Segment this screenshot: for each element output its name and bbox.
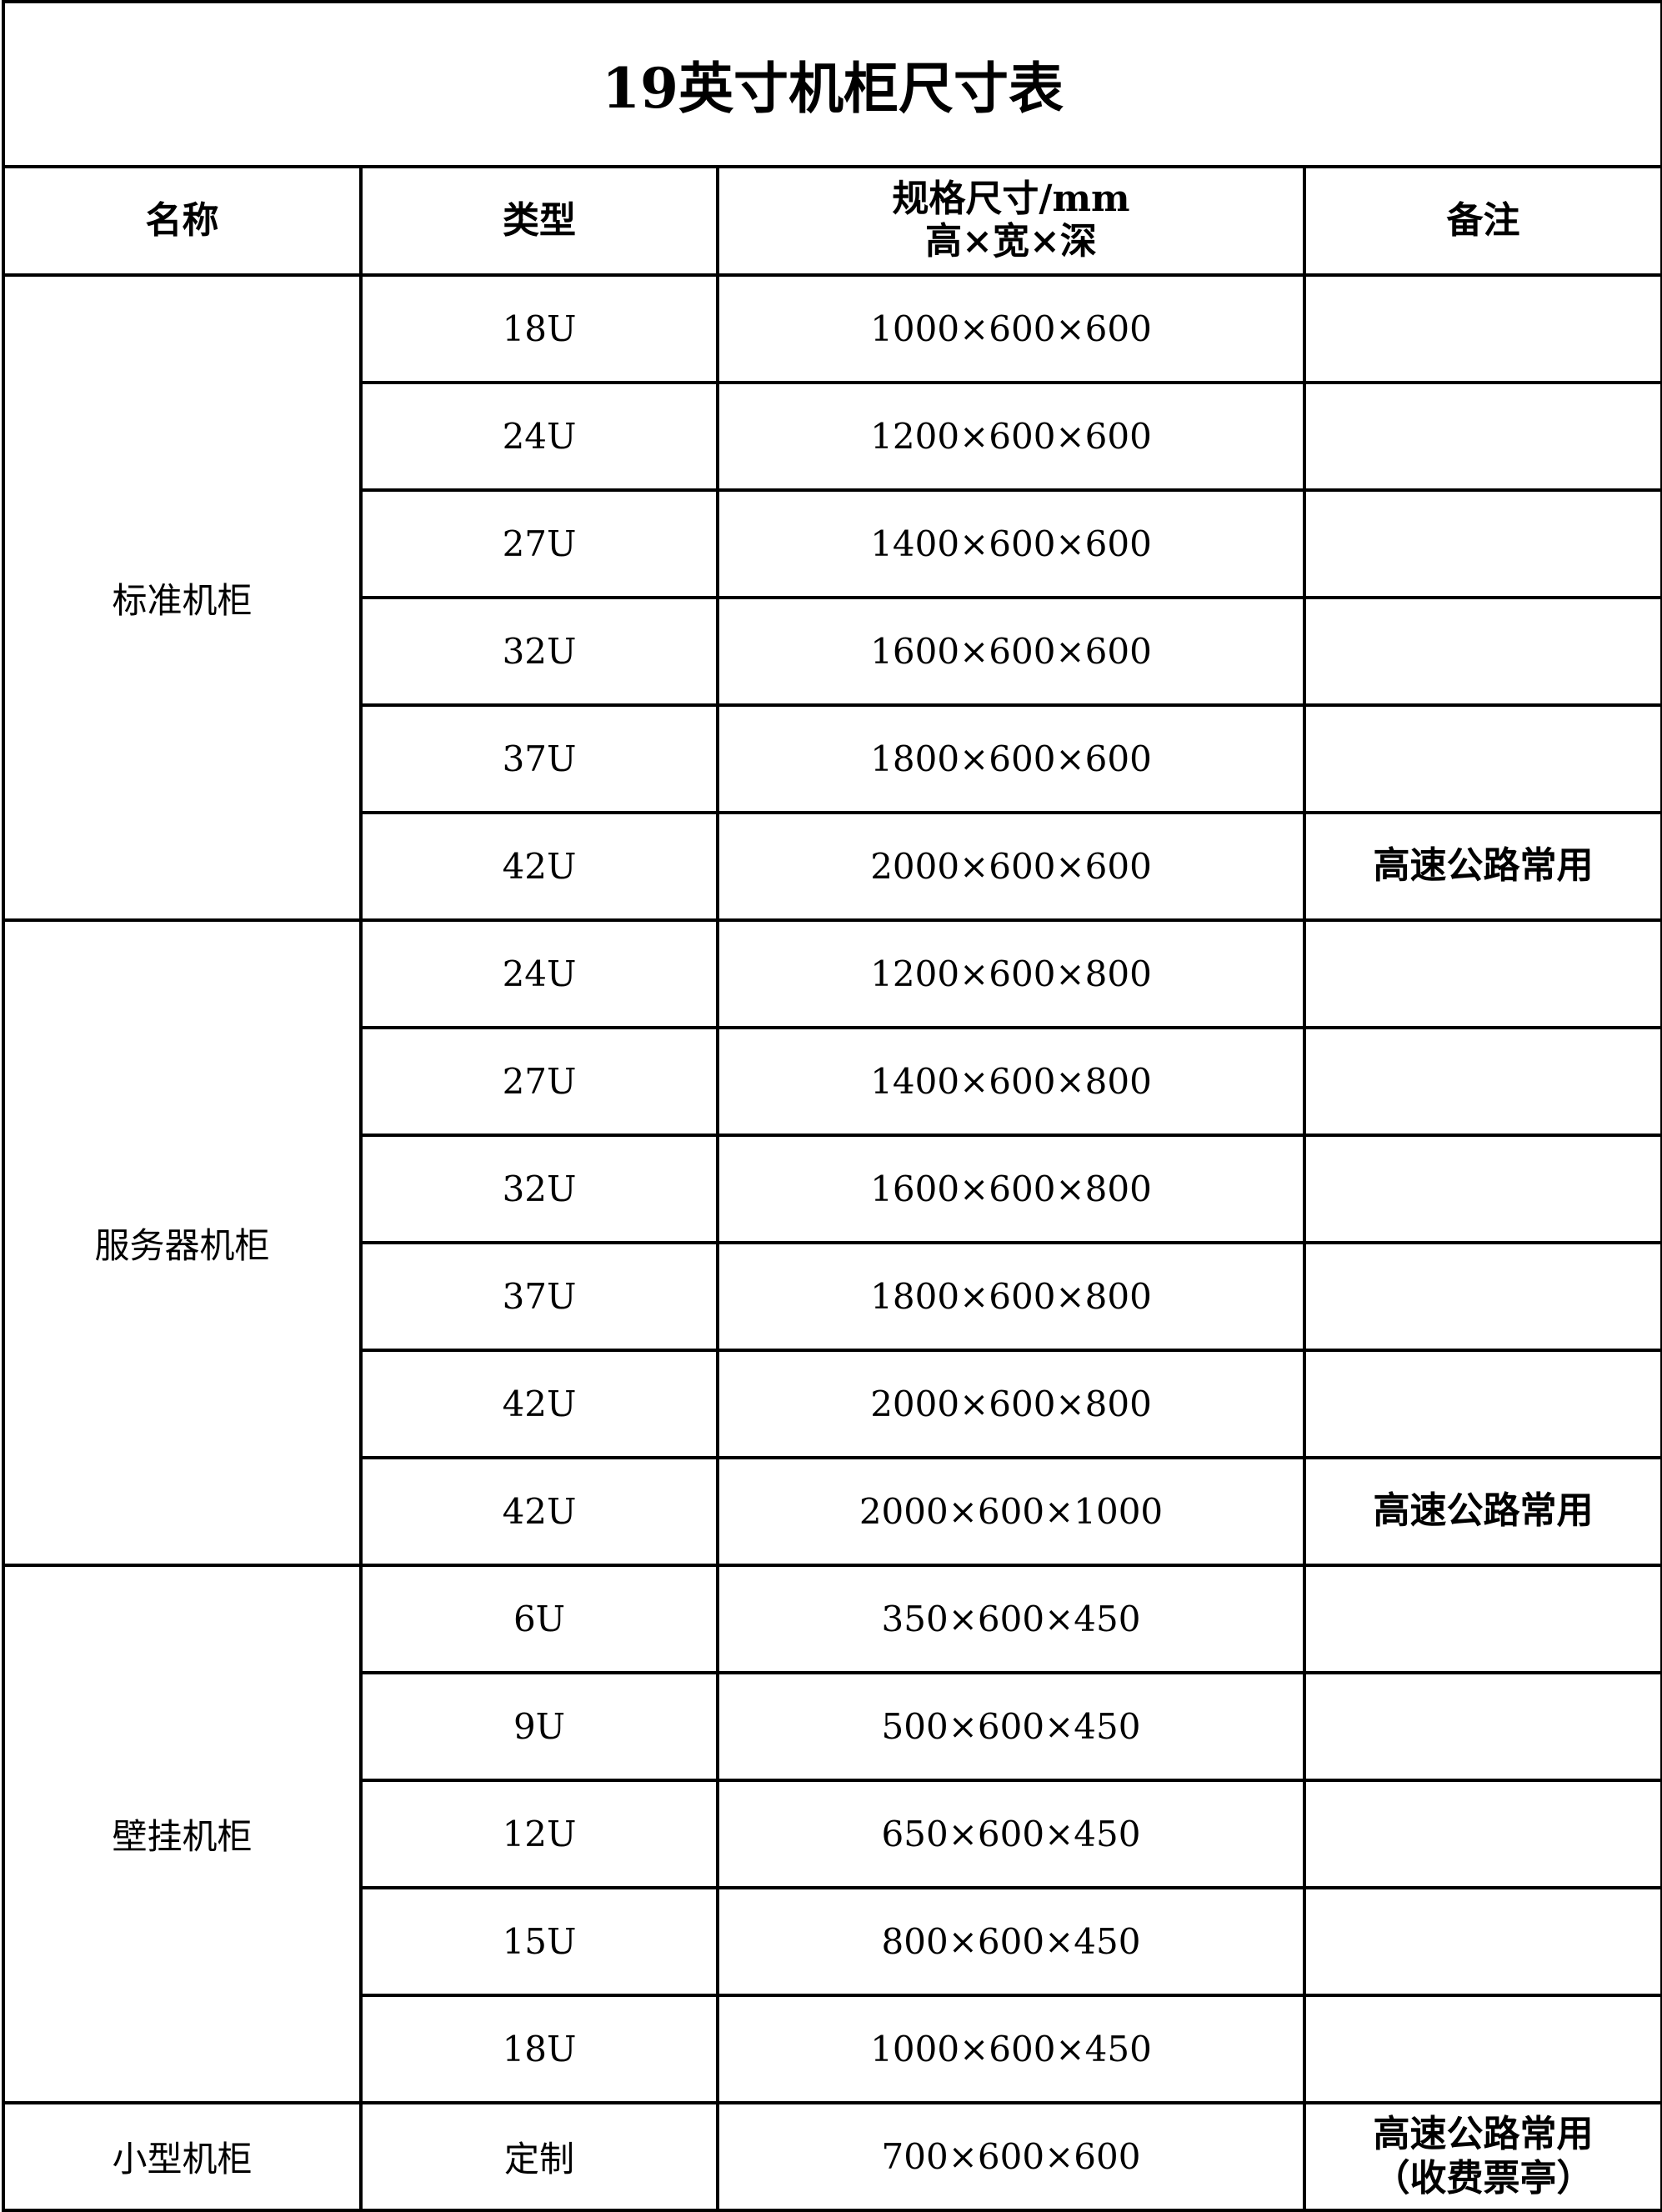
header-spec-line2: 高×宽×深 [925,220,1097,263]
note-line2: （收费票亭） [1373,2156,1594,2199]
cabinet-spec: 800×600×450 [716,1886,1306,1997]
cabinet-note: 高速公路常用 [1302,1456,1662,1567]
cabinet-note [1302,1134,1662,1244]
cabinet-note [1302,918,1662,1029]
cabinet-spec: 2000×600×800 [716,1349,1306,1459]
cabinet-type: 6U [359,1564,719,1674]
cabinet-note [1302,381,1662,492]
cabinet-note: 高速公路常用 [1302,811,1662,922]
table-row: 32U 1600×600×600 [3,596,1662,707]
cabinet-spec: 2000×600×1000 [716,1456,1306,1567]
table-row: 服务器机柜 24U 1200×600×800 [2,918,1662,1567]
cabinet-spec: 1800×600×600 [716,703,1306,814]
header-type: 类型 [359,165,719,277]
cabinet-type: 32U [359,596,719,707]
cabinet-note [1302,703,1662,814]
table-row: 37U 1800×600×800 [3,1241,1662,1352]
cabinet-spec: 1600×600×800 [716,1134,1306,1244]
cabinet-note [1302,1349,1662,1459]
cabinet-type: 12U [359,1779,719,1889]
table-body: 标准机柜 18U 1000×600×600 24U 1200×600×600 27U 140… [2,273,1662,2212]
cabinet-note [1302,1779,1662,1889]
table-row: 标准机柜 18U 1000×600×600 [2,273,1662,922]
cabinet-note [1302,1241,1662,1352]
cabinet-spec: 1200×600×600 [716,381,1306,492]
cabinet-spec: 2000×600×600 [716,811,1306,922]
cabinet-spec: 1600×600×600 [716,596,1306,707]
table-row: 27U 1400×600×800 [3,1026,1662,1137]
cabinet-category: 标准机柜 [2,273,363,922]
cabinet-note [1302,1886,1662,1997]
table-row: 42U 2000×600×1000 高速公路常用 [3,1456,1662,1567]
cabinet-type: 42U [359,1456,719,1567]
cabinet-spec: 1400×600×600 [716,488,1306,599]
table-row: 壁挂机柜 6U 350×600×450 [2,1564,1662,2104]
table-row: 24U 1200×600×600 [3,381,1662,492]
table-row: 小型机柜 定制 700×600×600 高速公路常用 （收费票亭） [2,2101,1662,2212]
cabinet-type: 37U [359,1241,719,1352]
cabinet-type: 15U [359,1886,719,1997]
cabinet-type: 32U [359,1134,719,1244]
table-row: 32U 1600×600×800 [3,1134,1662,1244]
cabinet-note [1302,488,1662,599]
cabinet-type: 27U [359,488,719,599]
cabinet-note [1302,596,1662,707]
cabinet-type: 定制 [359,2101,719,2212]
cabinet-spec: 700×600×600 [716,2101,1306,2212]
cabinet-category: 壁挂机柜 [2,1564,363,2104]
cabinet-type: 18U [359,1994,719,2104]
header-name: 名称 [2,165,363,277]
cabinet-spec: 650×600×450 [716,1779,1306,1889]
table-row: 9U 500×600×450 [3,1671,1662,1782]
table-title: 19英寸机柜尺寸表 [1,0,1662,168]
cabinet-note: 高速公路常用 （收费票亭） [1302,2101,1662,2212]
cabinet-spec: 1400×600×800 [716,1026,1306,1137]
header-note: 备注 [1302,165,1662,277]
cabinet-category: 小型机柜 [2,2101,363,2212]
table-row: 27U 1400×600×600 [3,488,1662,599]
table-row: 37U 1800×600×600 [3,703,1662,814]
cabinet-type: 9U [359,1671,719,1782]
cabinet-note [1302,1564,1662,1674]
cabinet-note [1302,1026,1662,1137]
table-row: 12U 650×600×450 [3,1779,1662,1889]
cabinet-note [1302,1671,1662,1782]
header-spec-line1: 规格尺寸/mm [892,178,1130,221]
table-row: 18U 1000×600×450 [3,1994,1662,2104]
cabinet-spec: 1000×600×600 [716,273,1306,384]
note-line1: 高速公路常用 [1373,2112,1594,2155]
cabinet-spec: 1000×600×450 [716,1994,1306,2104]
cabinet-category: 服务器机柜 [2,918,363,1567]
cabinet-type: 24U [359,918,719,1029]
header-spec: 规格尺寸/mm 高×宽×深 [716,165,1306,277]
cabinet-type: 27U [359,1026,719,1137]
cabinet-spec: 1800×600×800 [716,1241,1306,1352]
cabinet-note [1302,273,1662,384]
cabinet-spec: 1200×600×800 [716,918,1306,1029]
table-row: 15U 800×600×450 [3,1886,1662,1997]
cabinet-type: 42U [359,1349,719,1459]
table-row: 42U 2000×600×800 [3,1349,1662,1459]
cabinet-note [1302,1994,1662,2104]
cabinet-type: 18U [359,273,719,384]
cabinet-spec: 500×600×450 [716,1671,1306,1782]
cabinet-spec: 350×600×450 [716,1564,1306,1674]
cabinet-type: 37U [359,703,719,814]
cabinet-type: 24U [359,381,719,492]
cabinet-type: 42U [359,811,719,922]
table-row: 42U 2000×600×600 高速公路常用 [3,811,1662,922]
